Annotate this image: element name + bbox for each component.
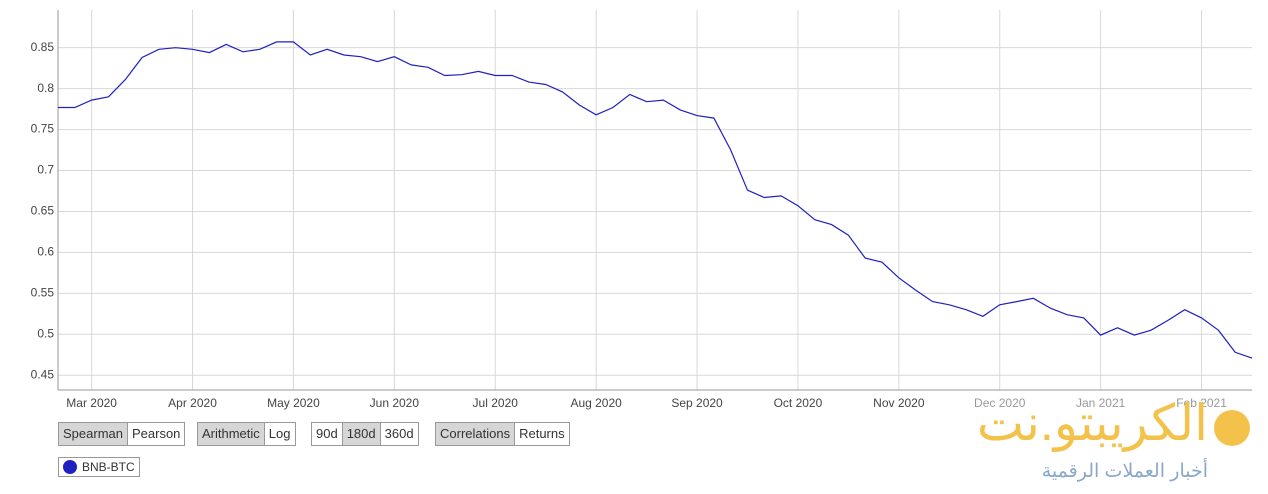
x-tick-label: Mar 2020 (66, 396, 117, 410)
y-tick-label: 0.8 (37, 81, 54, 95)
x-tick-label: Aug 2020 (570, 396, 622, 410)
toggle-button[interactable]: 180d (342, 423, 381, 445)
y-tick-label: 0.85 (31, 40, 55, 54)
toggle-button[interactable]: Returns (515, 423, 569, 445)
toggle-button[interactable]: 90d (312, 423, 343, 445)
toggle-button[interactable]: Correlations (436, 423, 516, 445)
button-group: 90d 180d 360d (311, 422, 419, 446)
logo-icon (1214, 410, 1250, 446)
x-tick-label: Jul 2020 (473, 396, 519, 410)
legend: BNB-BTC (58, 457, 140, 477)
legend-marker (63, 460, 77, 474)
logo: الكريبتو.نت أخبار العملات الرقمية (924, 388, 1254, 492)
x-tick-label: May 2020 (267, 396, 320, 410)
x-tick-label: Apr 2020 (168, 396, 217, 410)
x-tick-label: Feb 2021 (1176, 396, 1227, 410)
chart: 0.45 0.5 0.55 0.6 0.65 0.7 0.75 0.8 0.85 Mar 2020… (31, 10, 1253, 410)
toggle-button[interactable]: Spearman (59, 423, 128, 445)
button-group: Spearman Pearson (58, 422, 186, 446)
logo-subtitle: أخبار العملات الرقمية (1041, 461, 1208, 482)
series-line (58, 41, 1253, 359)
toggle-button[interactable]: 360d (380, 423, 418, 445)
x-tick-label: Sep 2020 (671, 396, 723, 410)
x-tick-label: Dec 2020 (974, 396, 1026, 410)
y-tick-label: 0.75 (31, 122, 55, 136)
y-tick-label: 0.55 (31, 286, 55, 300)
y-tick-label: 0.6 (37, 245, 54, 259)
y-tick-label: 0.65 (31, 204, 55, 218)
y-tick-label: 0.7 (37, 163, 54, 177)
x-tick-label: Jan 2021 (1076, 396, 1126, 410)
legend-label: BNB-BTC (82, 460, 135, 474)
toggle-button[interactable]: Pearson (127, 423, 185, 445)
x-tick-label: Jun 2020 (370, 396, 420, 410)
x-tick-label: Nov 2020 (873, 396, 925, 410)
logo-title: الكريبتو.نت (976, 395, 1208, 451)
button-group: Arithmetic Log (197, 422, 296, 446)
x-tick-label: Oct 2020 (774, 396, 823, 410)
y-tick-label: 0.45 (31, 367, 55, 381)
toggle-button[interactable]: Arithmetic (198, 423, 265, 445)
button-group: Correlations Returns (435, 422, 570, 446)
toggle-button[interactable]: Log (264, 423, 295, 445)
y-tick-label: 0.5 (37, 326, 54, 340)
